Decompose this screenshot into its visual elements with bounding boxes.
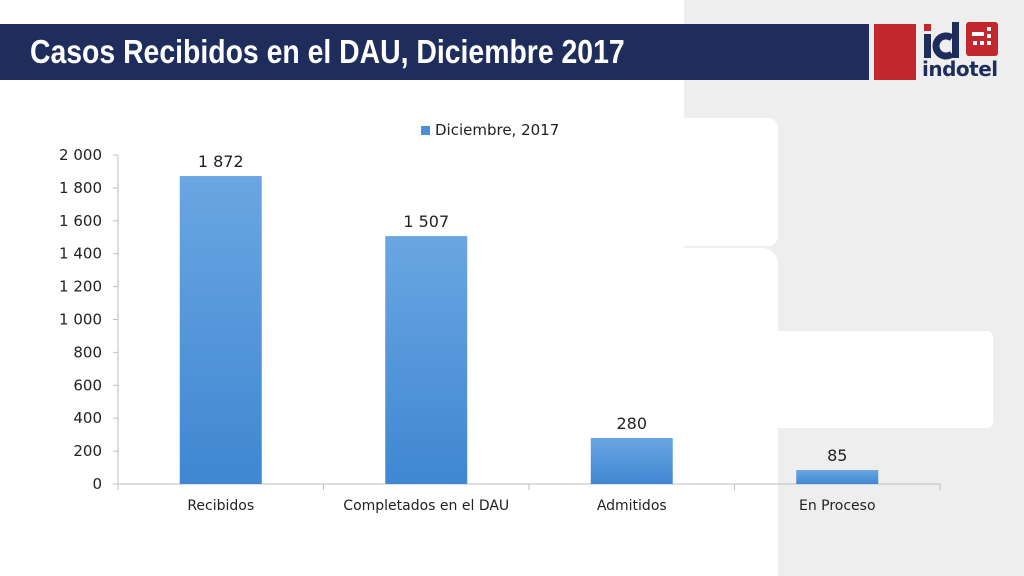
background-notch [684, 118, 778, 246]
x-category-label: Recibidos [187, 498, 254, 514]
title-bar: Casos Recibidos en el DAU, Diciembre 201… [0, 24, 869, 80]
y-tick-label: 1 600 [59, 212, 102, 230]
chart-legend: Diciembre, 2017 [421, 121, 559, 139]
data-label: 85 [827, 446, 847, 465]
legend-label: Diciembre, 2017 [435, 121, 560, 139]
bar [385, 236, 468, 484]
data-label: 1 507 [403, 212, 449, 231]
y-tick-label: 1 000 [59, 311, 102, 329]
y-tick-label: 400 [73, 409, 102, 427]
y-tick-label: 1 200 [59, 278, 102, 296]
logo-red-block [874, 24, 916, 80]
data-label: 1 872 [198, 152, 244, 171]
legend-swatch [421, 125, 430, 135]
logo-wordmark: indotel [922, 57, 998, 81]
y-tick-label: 1 400 [59, 245, 102, 263]
y-tick-label: 1 800 [59, 179, 102, 197]
y-tick-label: 0 [92, 475, 102, 493]
y-tick-label: 600 [73, 376, 102, 394]
y-tick-label: 200 [73, 442, 102, 460]
y-tick-label: 800 [73, 343, 102, 361]
logo-mark-icon [924, 22, 998, 60]
bar [796, 470, 879, 484]
indotel-logo: indotel [922, 20, 1002, 84]
y-tick-label: 2 000 [59, 146, 102, 164]
page-title: Casos Recibidos en el DAU, Diciembre 201… [30, 33, 625, 70]
bar [179, 176, 262, 484]
background-card [726, 331, 993, 428]
bar [590, 437, 673, 484]
x-category-label: Admitidos [597, 498, 667, 514]
x-category-label: En Proceso [799, 498, 876, 514]
x-category-label: Completados en el DAU [343, 498, 509, 514]
data-label: 280 [616, 414, 647, 433]
